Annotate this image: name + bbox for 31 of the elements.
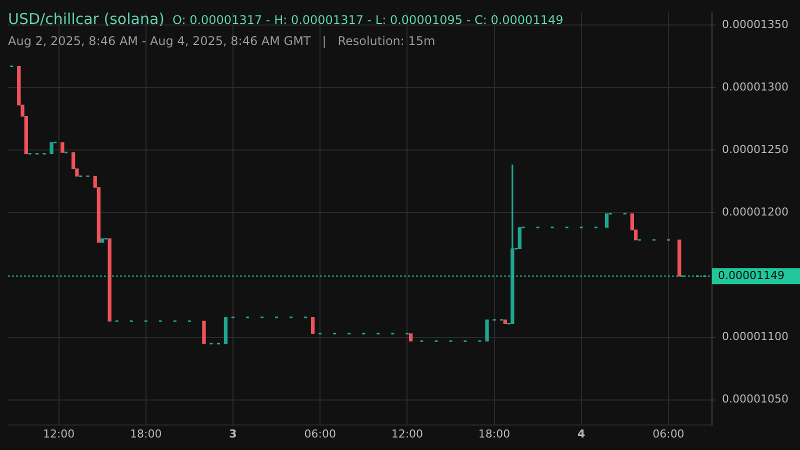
y-tick-label: 0.00001250 — [722, 142, 788, 156]
y-tick-label: 0.00001350 — [722, 18, 788, 31]
x-tick-label: 18:00 — [478, 427, 510, 440]
ref-line-label: 0.00001149 — [718, 269, 784, 282]
text: Aug 2, 2025, 8:46 AM - Aug 4, 2025, 8:46 AM GMT | Resolution: 15m — [8, 34, 436, 48]
x-tick-label: 4 — [578, 427, 586, 440]
annotation: O: 0.00001317 - H: 0.00001317 - L: 0.00001095 - C: 0.00001149 — [172, 13, 564, 27]
candlestick — [310, 317, 315, 334]
candlestick — [518, 227, 522, 250]
x-tick-label: 12:00 — [42, 427, 75, 440]
x-tick-label: 06:00 — [652, 427, 684, 440]
candlestick — [202, 320, 206, 344]
x-tick-label: 18:00 — [130, 427, 162, 440]
y-tick-label: 0.00001100 — [722, 330, 788, 344]
candlestick — [604, 213, 609, 228]
y-tick-label: 0.00001300 — [722, 80, 788, 94]
candlestick — [50, 142, 54, 154]
chart-title: USD/chillcar (solana) — [8, 10, 164, 28]
candlestick — [678, 240, 682, 276]
candlestick — [485, 320, 489, 342]
candlestick — [503, 320, 507, 324]
candlestick — [408, 333, 413, 342]
x-tick-label: 06:00 — [304, 427, 336, 440]
x-tick-label: 12:00 — [391, 427, 424, 440]
candlestick — [224, 317, 228, 344]
x-tick-label: 3 — [229, 427, 237, 440]
candlestick — [60, 142, 64, 153]
y-tick-label: 0.00001200 — [722, 205, 788, 218]
y-tick-label: 0.00001050 — [722, 392, 788, 406]
candlestick — [108, 238, 112, 322]
candlestick — [100, 238, 104, 243]
